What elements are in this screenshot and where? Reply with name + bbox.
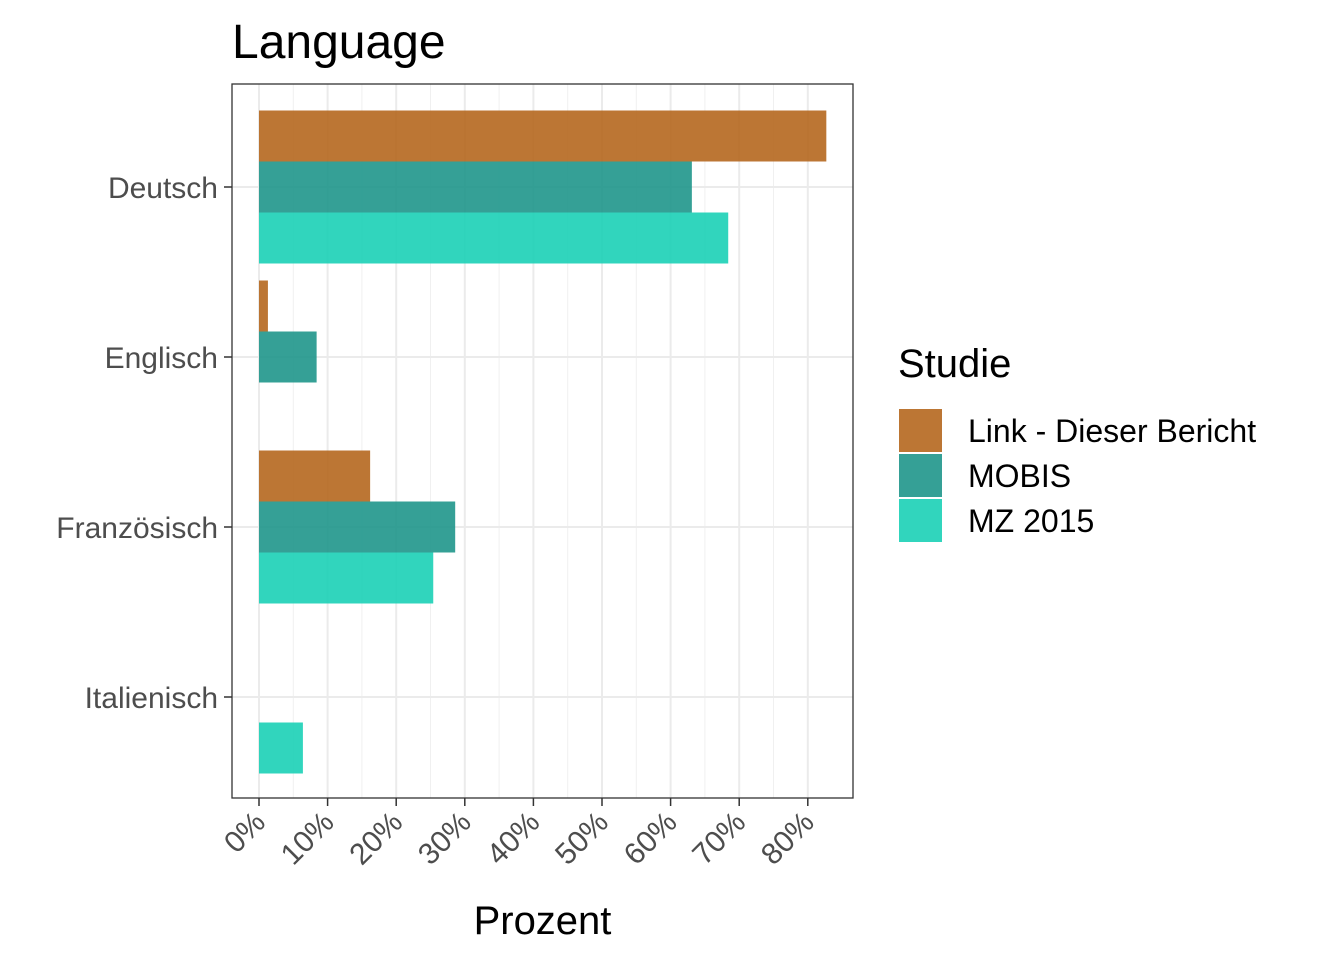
x-tick-label: 40% [481,806,547,872]
bar [259,450,371,502]
y-tick-label: Französisch [56,512,218,545]
y-tick-label: Italienisch [85,682,218,715]
bar [259,280,268,332]
y-tick-label: Deutsch [108,172,218,205]
bar [259,331,317,383]
x-tick-label: 20% [343,806,409,872]
panel-border [231,83,854,799]
x-tick-label: 10% [275,806,341,872]
bar [259,212,729,264]
x-axis-title: Prozent [474,899,612,943]
x-tick-label: 70% [686,806,752,872]
x-tick-label: 50% [549,806,615,872]
x-tick-label: 80% [755,806,821,872]
legend-swatch [899,499,942,542]
legend-swatch [899,409,942,452]
legend-label: MOBIS [968,458,1071,494]
bar [259,501,456,553]
legend-label: Link - Dieser Bericht [968,413,1256,449]
bar [259,110,827,162]
chart-title: Language [232,16,446,69]
y-tick-label: Englisch [105,342,218,375]
bar [259,722,303,774]
legend-label: MZ 2015 [968,503,1094,539]
x-tick-label: 0% [218,806,272,860]
x-tick-label: 30% [412,806,478,872]
x-tick-label: 60% [618,806,684,872]
legend: Studie Link - Dieser Bericht MOBIS MZ 2015 [898,342,1256,542]
legend-title: Studie [898,342,1011,386]
bar [259,161,692,213]
legend-swatch [899,454,942,497]
bar [259,552,434,604]
bars [259,110,827,774]
